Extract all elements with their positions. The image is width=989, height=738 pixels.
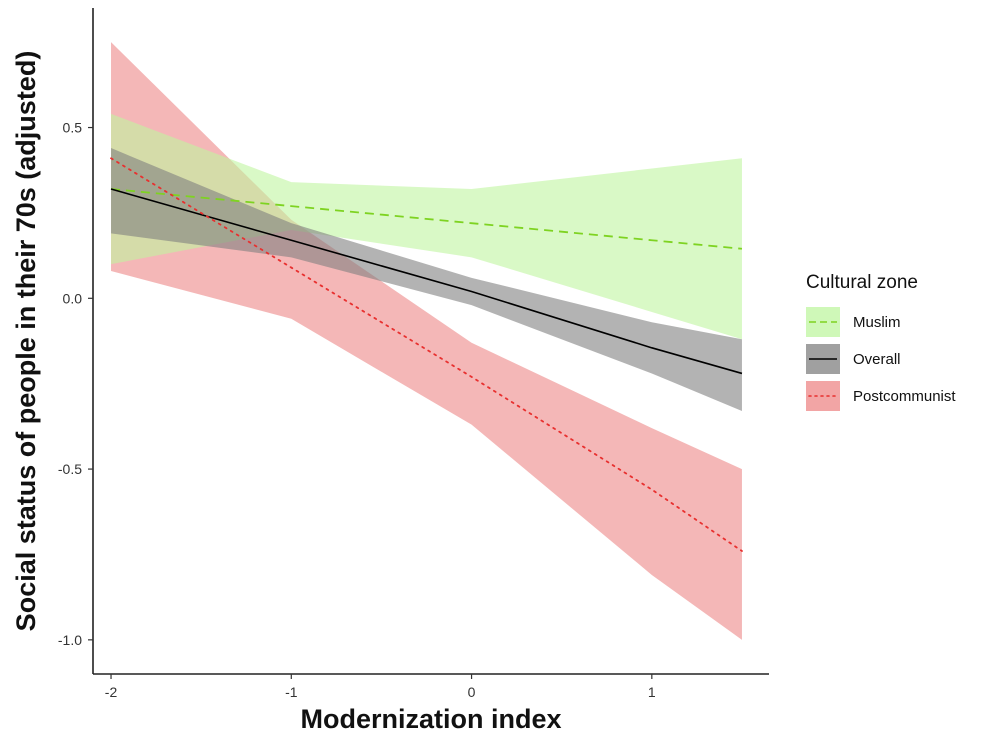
line-muslim [110,188,743,250]
line-postcommunist [110,157,743,552]
legend-items: Muslim Overall Postcommunist [806,307,956,411]
legend-label: Overall [853,351,901,368]
x-tick-label: 1 [648,684,656,700]
y-tick-label: -1.0 [58,632,82,648]
legend-item-overall: Overall [806,344,901,374]
legend-item-postcommunist: Postcommunist [806,381,956,411]
x-tick-label: 0 [468,684,476,700]
legend-label: Postcommunist [853,388,956,405]
band-postcommunist [111,42,742,640]
legend: Cultural zone Muslim Overall Postcommunist [806,272,956,411]
y-axis-title: Social status of people in their 70s (ad… [11,51,41,632]
y-tick-label: 0.5 [63,120,83,136]
x-tick-label: -1 [285,684,298,700]
legend-title: Cultural zone [806,272,918,293]
fit-lines [110,157,743,552]
x-axis-title: Modernization index [300,704,561,734]
legend-label: Muslim [853,314,901,331]
x-tick-label: -2 [105,684,118,700]
y-axis-ticks: 0.5 0.0 -0.5 -1.0 [58,120,93,648]
legend-item-muslim: Muslim [806,307,901,337]
confidence-bands [111,42,742,640]
y-tick-label: -0.5 [58,461,82,477]
line-overall [110,188,743,375]
x-axis-ticks: -2 -1 0 1 [105,674,656,700]
band-overall [111,148,742,412]
y-tick-label: 0.0 [63,290,83,306]
band-muslim [111,113,742,340]
